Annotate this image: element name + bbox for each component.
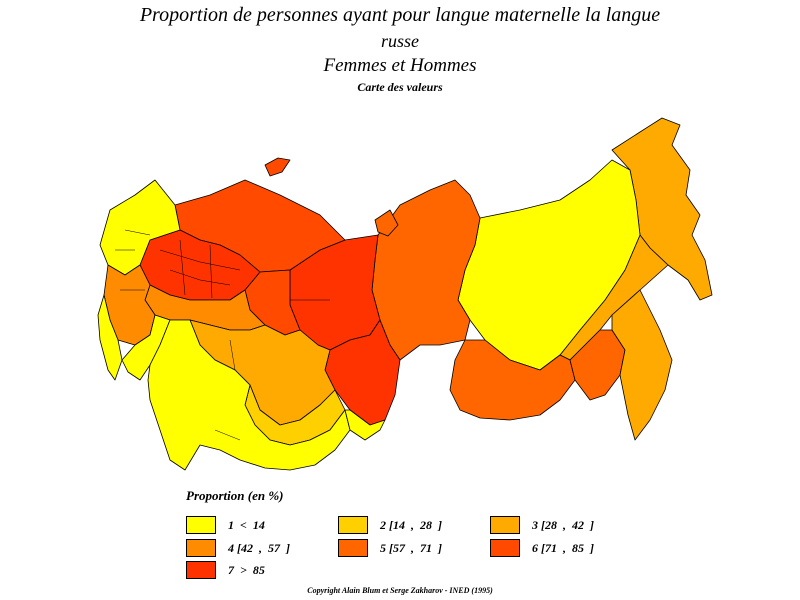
region-amur: [449, 339, 576, 421]
legend-label-1: 1 < 14: [228, 517, 265, 532]
legend-item-1: 1 < 14: [186, 515, 265, 535]
region-baltic-belarus: [99, 179, 181, 276]
legend-title: Proportion (en %): [186, 488, 284, 503]
legend-label-7: 7 > 85: [228, 562, 265, 577]
legend-item-6: 6 [71 , 85 ]: [490, 538, 594, 558]
copyright-notice: Copyright Alain Blum et Serge Zakharov -…: [307, 586, 493, 595]
internal-borders: [115, 229, 330, 441]
legend-label-2: 2 [14 , 28 ]: [380, 517, 442, 532]
region-primorye: [569, 329, 626, 401]
legend-swatch-7: [186, 561, 216, 579]
legend-swatch-2: [338, 516, 368, 534]
legend-swatch-4: [186, 539, 216, 557]
legend-swatch-1: [186, 516, 216, 534]
map-title-line-1: Proportion de personnes ayant pour langu…: [139, 4, 661, 26]
legend-item-3: 3 [28 , 42 ]: [490, 515, 594, 535]
legend-label-6: 6 [71 , 85 ]: [532, 540, 594, 555]
map-title-line-2: russe: [380, 31, 419, 51]
legend-item-5: 5 [57 , 71 ]: [338, 538, 442, 558]
legend-item-4: 4 [42 , 57 ]: [186, 538, 290, 558]
legend-swatch-5: [338, 539, 368, 557]
region-moldova: [97, 294, 123, 381]
legend-item-2: 2 [14 , 28 ]: [338, 515, 442, 535]
region-novaya-zemlya: [264, 157, 291, 177]
map-caption: Carte des valeurs: [357, 80, 443, 94]
legend-label-3: 3 [28 , 42 ]: [532, 517, 594, 532]
region-krasnoyarsk: [371, 179, 481, 361]
legend-swatch-6: [490, 539, 520, 557]
legend-label-5: 5 [57 , 71 ]: [380, 540, 442, 555]
legend-item-7: 7 > 85: [186, 560, 265, 580]
region-khabarovsk-south: [611, 289, 673, 441]
legend-label-4: 4 [42 , 57 ]: [228, 540, 290, 555]
legend-swatch-3: [490, 516, 520, 534]
map-subtitle: Femmes et Hommes: [323, 55, 477, 76]
region-taymyr-island: [374, 209, 399, 237]
region-kazakhstan-southeast: [344, 409, 386, 441]
